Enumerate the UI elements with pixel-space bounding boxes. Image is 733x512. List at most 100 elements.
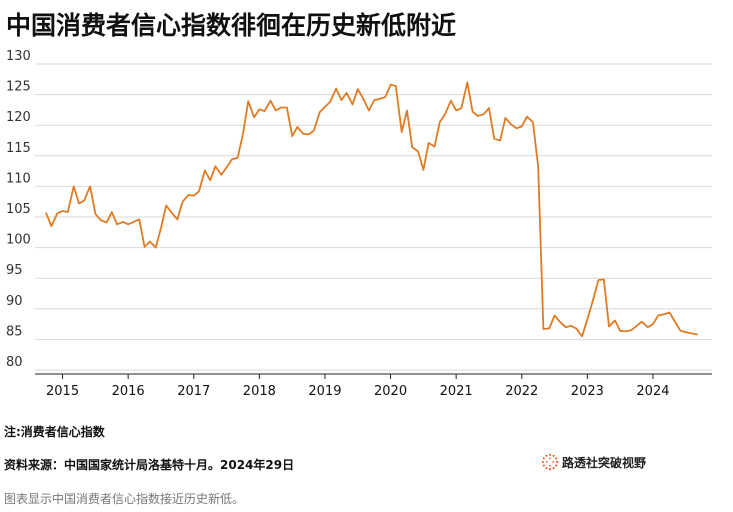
y-tick-label: 90 [6, 294, 23, 309]
data-point [66, 210, 70, 214]
data-point [236, 156, 240, 160]
data-point [225, 165, 229, 169]
data-point [93, 212, 97, 216]
data-point [274, 109, 278, 113]
data-point [427, 141, 431, 145]
x-tick-label: 2021 [440, 384, 473, 399]
y-tick-label: 95 [6, 263, 23, 278]
data-point [44, 211, 48, 215]
data-point [203, 168, 207, 172]
x-tick-label: 2018 [243, 384, 276, 399]
y-tick-label: 80 [6, 355, 23, 370]
data-point [471, 110, 475, 114]
data-point [377, 97, 381, 101]
data-point [541, 327, 545, 331]
data-point [121, 220, 125, 224]
data-point [465, 80, 469, 84]
reuters-logo: 路透社突破视野 [541, 453, 646, 471]
data-point [295, 125, 299, 129]
data-point [164, 203, 168, 207]
data-point [646, 325, 650, 329]
data-point [602, 277, 606, 281]
data-point [197, 189, 201, 193]
data-point [257, 107, 261, 111]
data-point [105, 221, 109, 225]
data-point [285, 105, 289, 109]
x-tick-label: 2020 [374, 384, 407, 399]
data-point [72, 184, 76, 188]
data-point [208, 178, 212, 182]
data-point [591, 299, 595, 303]
data-point [246, 99, 250, 103]
data-point [55, 211, 59, 215]
data-point [334, 86, 338, 90]
x-tick-label: 2015 [46, 384, 79, 399]
data-point [110, 210, 114, 214]
data-point [597, 278, 601, 282]
data-point [679, 329, 683, 333]
logo-text: 路透社突破视野 [562, 455, 647, 470]
data-point [438, 120, 442, 124]
data-point [574, 326, 578, 330]
data-point [241, 132, 245, 136]
data-point [492, 137, 496, 141]
data-point [569, 324, 573, 328]
data-point [689, 331, 693, 335]
data-point [290, 134, 294, 138]
data-point [503, 116, 507, 120]
data-point [345, 91, 349, 95]
y-tick-label: 110 [6, 171, 31, 186]
data-point [213, 164, 217, 168]
y-tick-label: 120 [6, 110, 31, 125]
data-point [307, 132, 311, 136]
data-point [640, 320, 644, 324]
data-point [323, 105, 327, 109]
y-tick-label: 125 [6, 80, 31, 95]
data-point [547, 326, 551, 330]
data-point [159, 226, 163, 230]
data-point [339, 98, 343, 102]
data-point [564, 325, 568, 329]
data-point [629, 328, 633, 332]
data-point [115, 222, 119, 226]
source-note: 资料来源：中国国家统计局洛基特十月。2024年29日 [4, 458, 295, 472]
data-point [498, 139, 502, 143]
data-point [367, 109, 371, 113]
data-point [482, 112, 486, 116]
chart-title: 中国消费者信心指数徘徊在历史新低附近 [6, 11, 457, 40]
data-point [553, 314, 557, 318]
reuters-dot-ring-logo [541, 453, 559, 471]
data-point [443, 112, 447, 116]
x-tick-label: 2016 [112, 384, 145, 399]
data-point [361, 96, 365, 100]
x-tick-label: 2024 [636, 384, 669, 399]
data-point [585, 317, 589, 321]
y-tick-label: 85 [6, 324, 23, 339]
data-point [252, 115, 256, 119]
data-point [667, 310, 671, 314]
data-point [662, 312, 666, 316]
data-point [148, 239, 152, 243]
data-point [623, 329, 627, 333]
data-point [126, 222, 130, 226]
data-point [618, 329, 622, 333]
data-point [269, 99, 273, 103]
data-point [389, 83, 393, 87]
data-point [372, 98, 376, 102]
data-point [651, 322, 655, 326]
data-point [416, 150, 420, 154]
data-point [49, 224, 53, 228]
x-tick-label: 2019 [308, 384, 341, 399]
data-point [219, 173, 223, 177]
data-point [405, 109, 409, 113]
data-point [263, 109, 267, 113]
data-point [187, 193, 191, 197]
y-tick-label: 105 [6, 202, 31, 217]
data-point [400, 130, 404, 134]
data-point [607, 325, 611, 329]
y-tick-label: 130 [6, 49, 31, 64]
x-tick-label: 2022 [505, 384, 538, 399]
data-point [356, 87, 360, 91]
data-point [137, 217, 141, 221]
data-point [410, 145, 414, 149]
